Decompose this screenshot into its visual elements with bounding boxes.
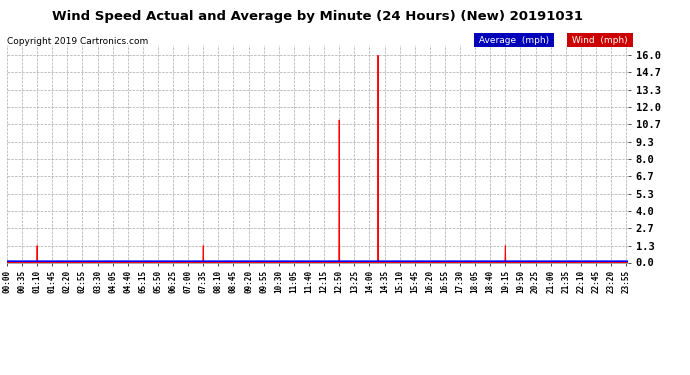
Text: Average  (mph): Average (mph) bbox=[476, 36, 552, 45]
Title: Wind Speed Actual and Average by Minute (24 Hours) (New) 20191031: Wind Speed Actual and Average by Minute … bbox=[52, 10, 583, 23]
Text: Wind  (mph): Wind (mph) bbox=[569, 36, 631, 45]
Text: Copyright 2019 Cartronics.com: Copyright 2019 Cartronics.com bbox=[7, 38, 148, 46]
